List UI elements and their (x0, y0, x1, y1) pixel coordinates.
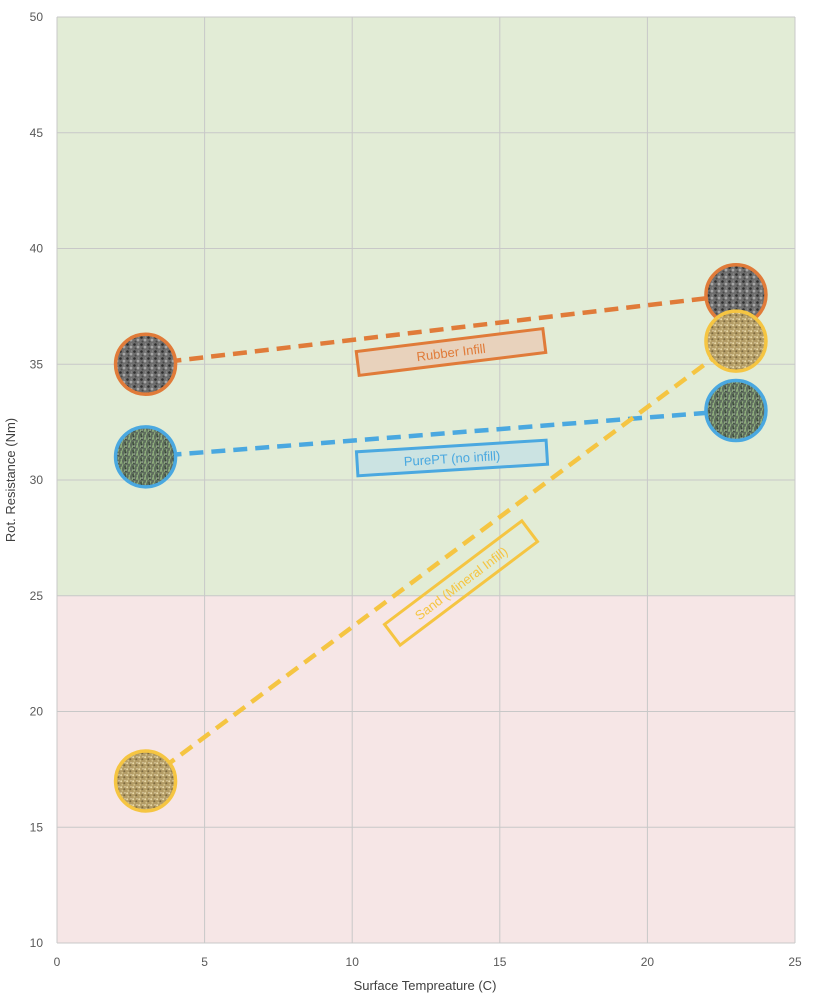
y-tick-label-3: 25 (30, 589, 44, 603)
x-tick-label-5: 25 (788, 955, 802, 969)
y-axis-ticks: 10 15 20 25 30 35 40 45 50 (30, 10, 44, 950)
background-bands (57, 17, 795, 943)
series-line-0 (145, 292, 737, 367)
y-tick-label-8: 50 (30, 10, 44, 24)
x-tick-label-4: 20 (641, 955, 655, 969)
band-unacceptable (57, 595, 795, 943)
y-tick-label-1: 15 (30, 820, 44, 834)
y-tick-label-6: 40 (30, 242, 44, 256)
data-point-1-1 (704, 378, 768, 443)
y-tick-label-2: 20 (30, 705, 44, 719)
data-point-1-0 (113, 425, 178, 489)
band-acceptable (57, 17, 795, 596)
y-tick-label-0: 10 (30, 936, 44, 950)
data-point-0-0 (113, 332, 178, 396)
series-layer (113, 263, 768, 813)
series-label-box-0 (354, 326, 548, 378)
x-tick-label-2: 10 (346, 955, 360, 969)
y-tick-label-4: 30 (30, 473, 44, 487)
series-line-1 (145, 408, 737, 460)
series-label-box-2 (382, 518, 540, 648)
x-axis-title: Surface Tempreature (C) (354, 978, 497, 993)
series-label-text-1: PurePT (no infill) (403, 448, 500, 469)
y-tick-label-7: 45 (30, 126, 44, 140)
x-tick-label-3: 15 (493, 955, 507, 969)
series-label-0: Rubber Infill (354, 326, 548, 378)
x-axis-ticks: 0 5 10 15 20 25 (54, 955, 802, 969)
y-axis-title: Rot. Resistance (Nm) (3, 418, 18, 542)
x-tick-label-0: 0 (54, 955, 61, 969)
x-tick-label-1: 5 (201, 955, 208, 969)
y-tick-label-5: 35 (30, 357, 44, 371)
data-point-2-0 (113, 749, 178, 813)
series-label-1: PurePT (no infill) (354, 438, 550, 478)
data-point-2-1 (704, 309, 768, 373)
series-line-2 (144, 339, 738, 783)
series-label-box-1 (354, 438, 550, 478)
